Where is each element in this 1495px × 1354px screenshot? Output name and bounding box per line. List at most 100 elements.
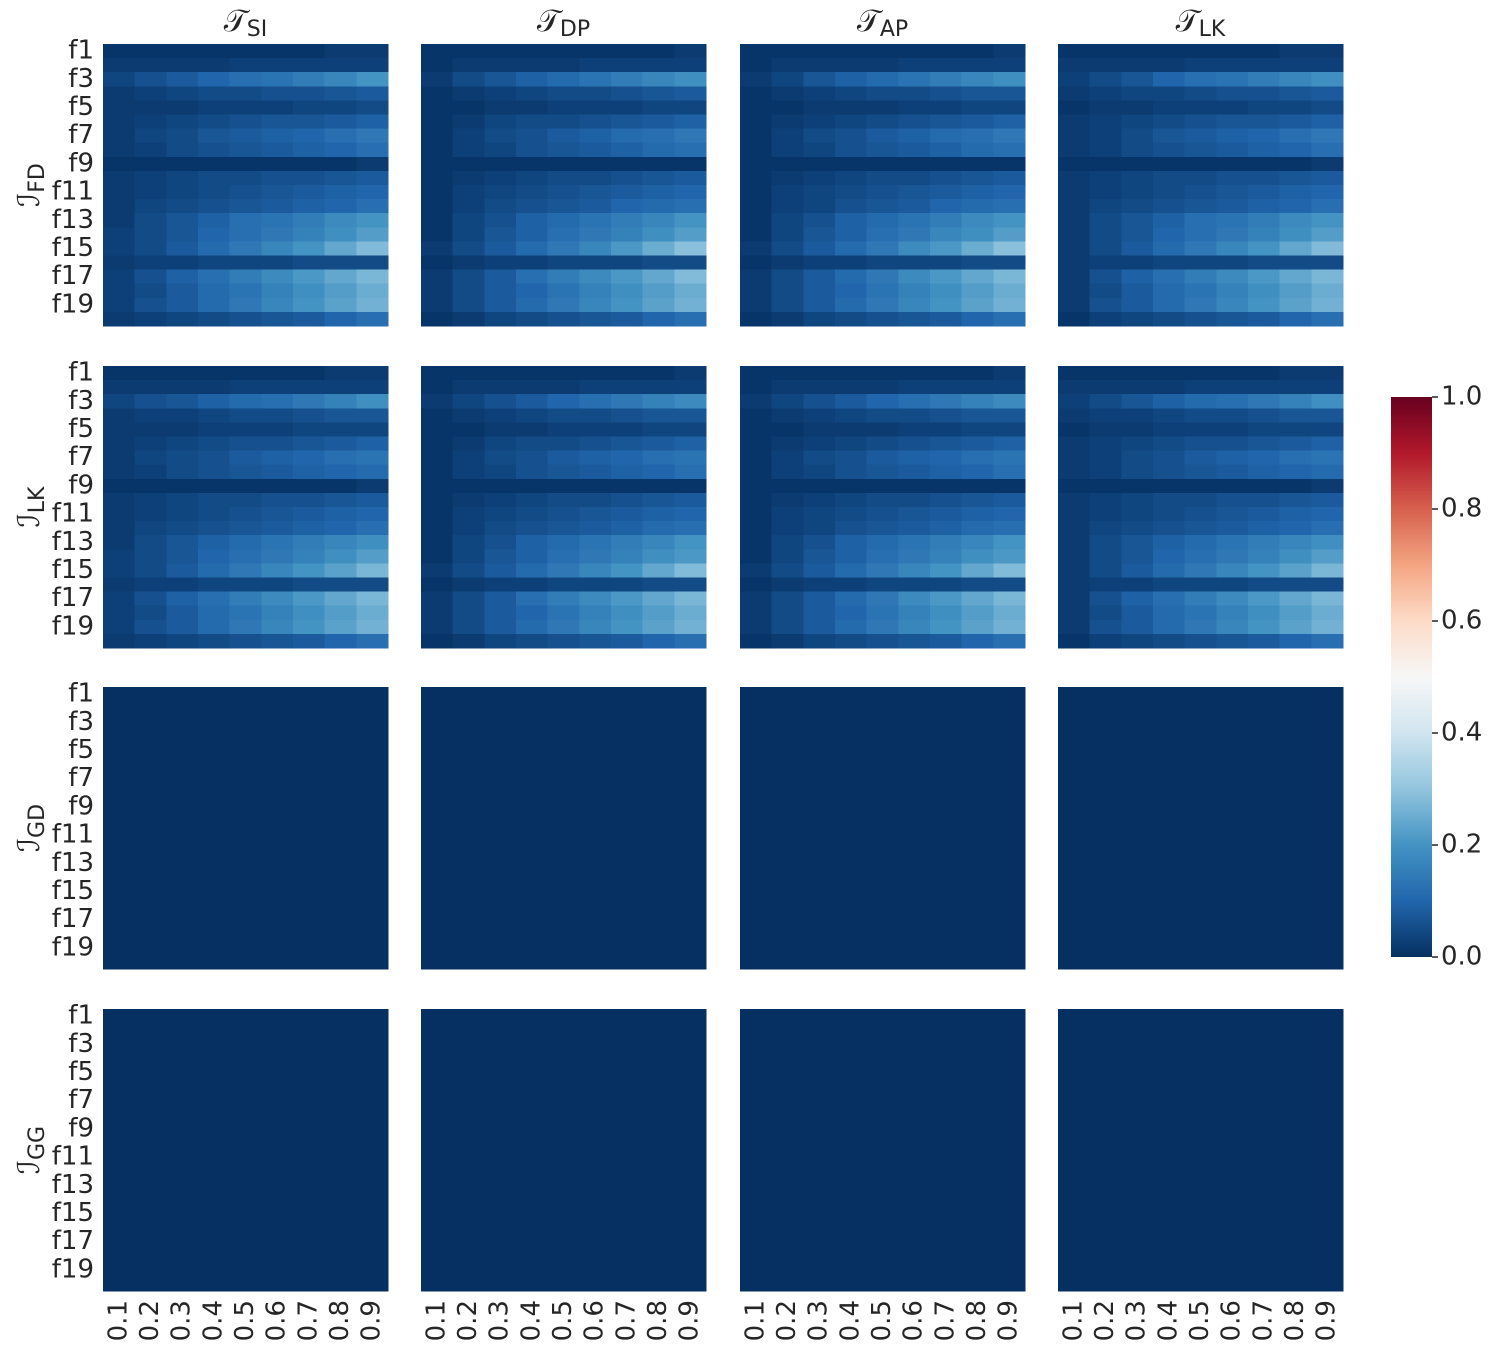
heatmap-cell [740,1065,773,1080]
heatmap-cell [1311,870,1344,885]
heatmap-cell [166,549,199,564]
heatmap-cell [1121,1051,1154,1066]
heatmap-cell [898,1079,931,1095]
heatmap-cell [547,940,580,956]
heatmap-cell [166,842,199,857]
heatmap-cell [134,297,167,313]
heatmap-cell [642,1065,675,1080]
heatmap-cell [1184,1178,1217,1193]
heatmap-cell [421,128,454,144]
heatmap-cell [1089,757,1122,773]
heatmap-cell [103,549,136,564]
heatmap-cell [103,898,136,914]
heatmap-cell [771,828,804,843]
heatmap-cell [166,1248,199,1264]
heatmap-cell [1279,436,1312,452]
heatmap-cell [1311,492,1344,508]
heatmap-cell [835,898,868,914]
heatmap-cell [579,743,612,758]
heatmap-cell [1089,842,1122,857]
heatmap-cell [642,813,675,829]
heatmap-cell [516,128,549,144]
heatmap-cell [484,142,517,158]
heatmap-cell [1121,255,1154,271]
heatmap-cell [452,870,485,885]
heatmap-cell [261,213,294,228]
heatmap-cell [579,366,612,381]
heatmap-cell [866,1164,899,1179]
heatmap-cell [642,142,675,158]
heatmap-cell [1216,1093,1249,1109]
heatmap-cell [1279,521,1312,536]
heatmap-cell [324,1121,357,1137]
heatmap-cell [1248,1220,1281,1236]
heatmap-cell [134,549,167,564]
heatmap-cell [898,1234,931,1250]
heatmap-cell [1184,170,1217,186]
heatmap-cell [134,436,167,452]
heatmap-cell [1121,100,1154,115]
heatmap-cell [547,549,580,564]
x-tick-label: 0.1 [421,1300,451,1341]
heatmap-cell [642,269,675,285]
heatmap-cell [166,563,199,578]
heatmap-cell [324,715,357,730]
heatmap-cell [1058,1037,1091,1052]
heatmap-cell [803,464,836,480]
heatmap-cell [1089,269,1122,285]
heatmap-cell [1248,1248,1281,1264]
heatmap-cell [198,856,231,871]
heatmap-cell [611,912,644,928]
heatmap-cell [930,1009,963,1024]
heatmap-cell [452,450,485,466]
heatmap-cell [229,912,262,928]
heatmap-cell [835,757,868,773]
heatmap-cell [1279,715,1312,730]
heatmap-cell [835,1093,868,1109]
heatmap-cell [803,1150,836,1165]
heatmap-cell [1089,86,1122,101]
heatmap-cell [579,1079,612,1095]
heatmap-cell [1311,142,1344,158]
heatmap-cell [674,72,707,87]
heatmap-cell [993,1178,1026,1193]
heatmap-cell [1089,492,1122,508]
heatmap-cell [356,170,389,186]
heatmap-cell [1058,507,1091,522]
heatmap-cell [835,729,868,744]
heatmap-cell [516,521,549,536]
heatmap-cell [1058,170,1091,186]
heatmap-cell [835,842,868,857]
heatmap-cell [803,380,836,395]
heatmap-cell [1089,1262,1122,1278]
heatmap-cell [1153,799,1186,815]
heatmap-cell [547,199,580,214]
heatmap-cell [1153,1192,1186,1207]
heatmap-cell [993,436,1026,452]
heatmap-cell [1279,1121,1312,1137]
heatmap-cell [324,785,357,801]
heatmap-cell [103,213,136,228]
heatmap-cell [452,605,485,621]
heatmap-cell [1058,856,1091,871]
heatmap-cell [261,926,294,942]
heatmap-cell [674,1079,707,1095]
heatmap-cell [134,729,167,744]
heatmap-cell [961,44,994,59]
heatmap-cell [1248,563,1281,578]
x-tick-label: 0.5 [548,1300,578,1341]
heatmap-cell [1184,311,1217,327]
heatmap-cell [452,1234,485,1250]
heatmap-cell [261,1206,294,1221]
heatmap-cell [1184,422,1217,437]
heatmap-cell [1248,521,1281,536]
heatmap-cell [547,898,580,914]
heatmap-cell [1279,591,1312,607]
heatmap-cell [1279,199,1312,214]
heatmap-cell [1089,408,1122,423]
heatmap-cell [642,464,675,480]
heatmap-cell [1248,1079,1281,1095]
heatmap-cell [1121,870,1154,885]
heatmap-cell [961,170,994,186]
